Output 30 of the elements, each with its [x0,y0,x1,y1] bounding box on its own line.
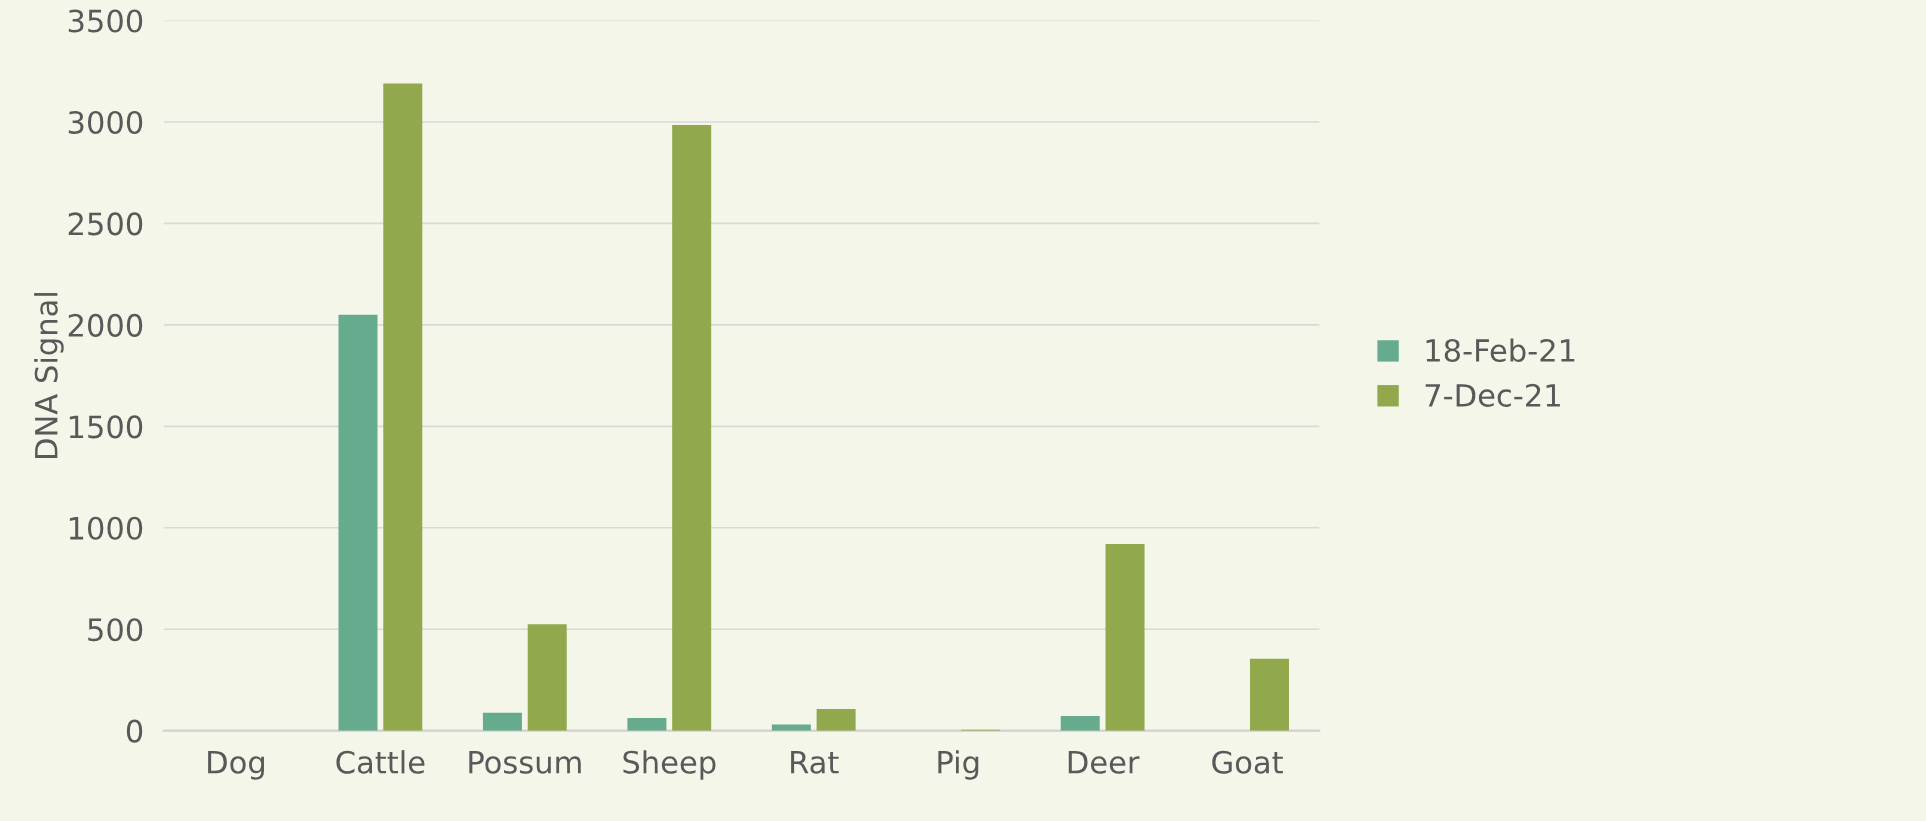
y-tick-label: 1000 [69,516,143,540]
y-tick-label: 3500 [68,9,143,33]
bar [771,724,811,731]
bar [527,624,567,731]
bar [672,125,712,731]
y-tick-label: 2000 [68,313,143,337]
legend-label: 18-Feb-21 [1426,338,1575,363]
bar [627,718,667,731]
y-axis-title: DNA Signal [34,293,64,459]
x-tick-label: Pig [938,750,979,780]
x-tick-label: Possum [469,751,581,774]
legend-label: 7-Dec-21 [1425,383,1560,407]
y-tick-label: 3000 [68,110,143,135]
y-tick-label: 500 [88,618,143,642]
bar [338,314,378,731]
bar [482,712,522,731]
y-tick-label: 2500 [68,212,143,236]
x-tick-label: Deer [1068,751,1140,774]
y-tick-label: 1500 [69,415,143,439]
x-tick-label: Sheep [623,750,716,780]
x-tick-label: Cattle [336,750,425,774]
bar [1249,658,1289,731]
bar [1105,544,1145,731]
x-tick-label: Goat [1212,750,1283,774]
bar [816,708,856,731]
bar [383,83,423,731]
bar [1060,715,1100,731]
x-tick-label: Dog [208,751,264,780]
y-tick-label: 0 [126,719,143,743]
x-tick-label: Rat [791,751,839,774]
